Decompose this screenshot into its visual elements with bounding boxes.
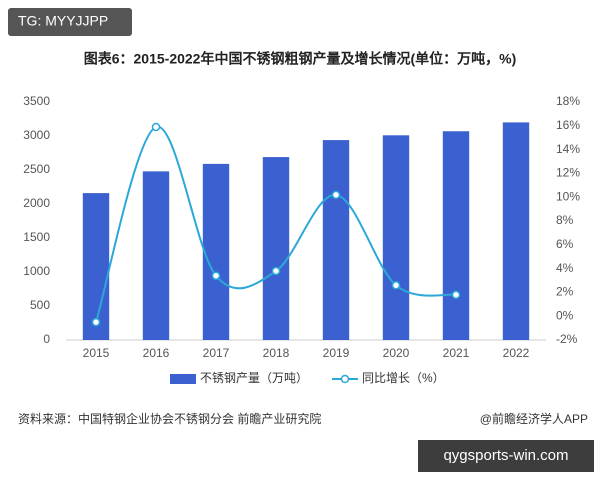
footer-box [418,440,594,472]
y-tick-label: 3000 [23,128,50,142]
bar [82,193,110,340]
y2-tick-label: 10% [556,189,580,203]
footer: qygsports-win.com [443,447,568,464]
y2-tick-label: 4% [556,261,574,275]
bar [142,171,170,340]
x-tick-label: 2017 [203,346,230,360]
y-tick-label: 2000 [23,196,50,210]
legend-label: 不锈钢产量（万吨） [200,371,308,385]
tag: TG: MYYJJPP [18,13,108,29]
legend-label: 同比增长（%） [362,371,445,385]
point [451,290,461,300]
x-tick-label: 2015 [83,346,110,360]
point [391,281,401,290]
chart-title: 图表6：2015-2022年中国不锈钢粗钢产量及增长情况(单位：万吨，%) [84,51,517,67]
x-tick-label: 2016 [143,346,170,360]
source: 资料来源：中国特钢企业协会不锈钢分会 前瞻产业研究院 [18,411,321,426]
y-tick-label: 0 [43,332,50,346]
y2-tick-label: 12% [556,166,580,180]
y-tick-label: 3500 [23,94,50,108]
bar [382,135,410,340]
bar [322,140,350,340]
point [91,317,101,327]
point [151,122,161,132]
y2-tick-label: 6% [556,237,574,251]
y2-tick-label: 14% [556,142,580,156]
y2-tick-label: 16% [556,118,580,132]
bar [502,122,530,341]
y-tick-label: 2500 [23,162,50,176]
y-tick-label: 1000 [23,264,50,278]
point [271,266,281,276]
legend-swatch [170,374,196,384]
y2-tick-label: 2% [556,285,574,299]
y2-tick-label: 18% [556,94,580,108]
legend-swatch [340,374,350,384]
y-tick-label: 1500 [23,230,50,244]
y2-tick-label: 0% [556,308,574,322]
point [211,271,221,280]
tag-box [8,8,132,36]
point [331,190,341,200]
credit: @前瞻经济学人APP [480,411,588,426]
bar [442,131,470,340]
x-tick-label: 2019 [323,346,350,360]
x-tick-label: 2020 [383,346,410,360]
line [95,125,457,323]
y2-tick-label: 8% [556,213,574,227]
bar [262,157,290,340]
x-tick-label: 2021 [443,346,470,360]
x-tick-label: 2022 [503,346,530,360]
x-tick-label: 2018 [263,346,290,360]
y-tick-label: 500 [30,298,50,312]
bar [202,163,230,340]
y2-tick-label: -2% [556,332,578,346]
